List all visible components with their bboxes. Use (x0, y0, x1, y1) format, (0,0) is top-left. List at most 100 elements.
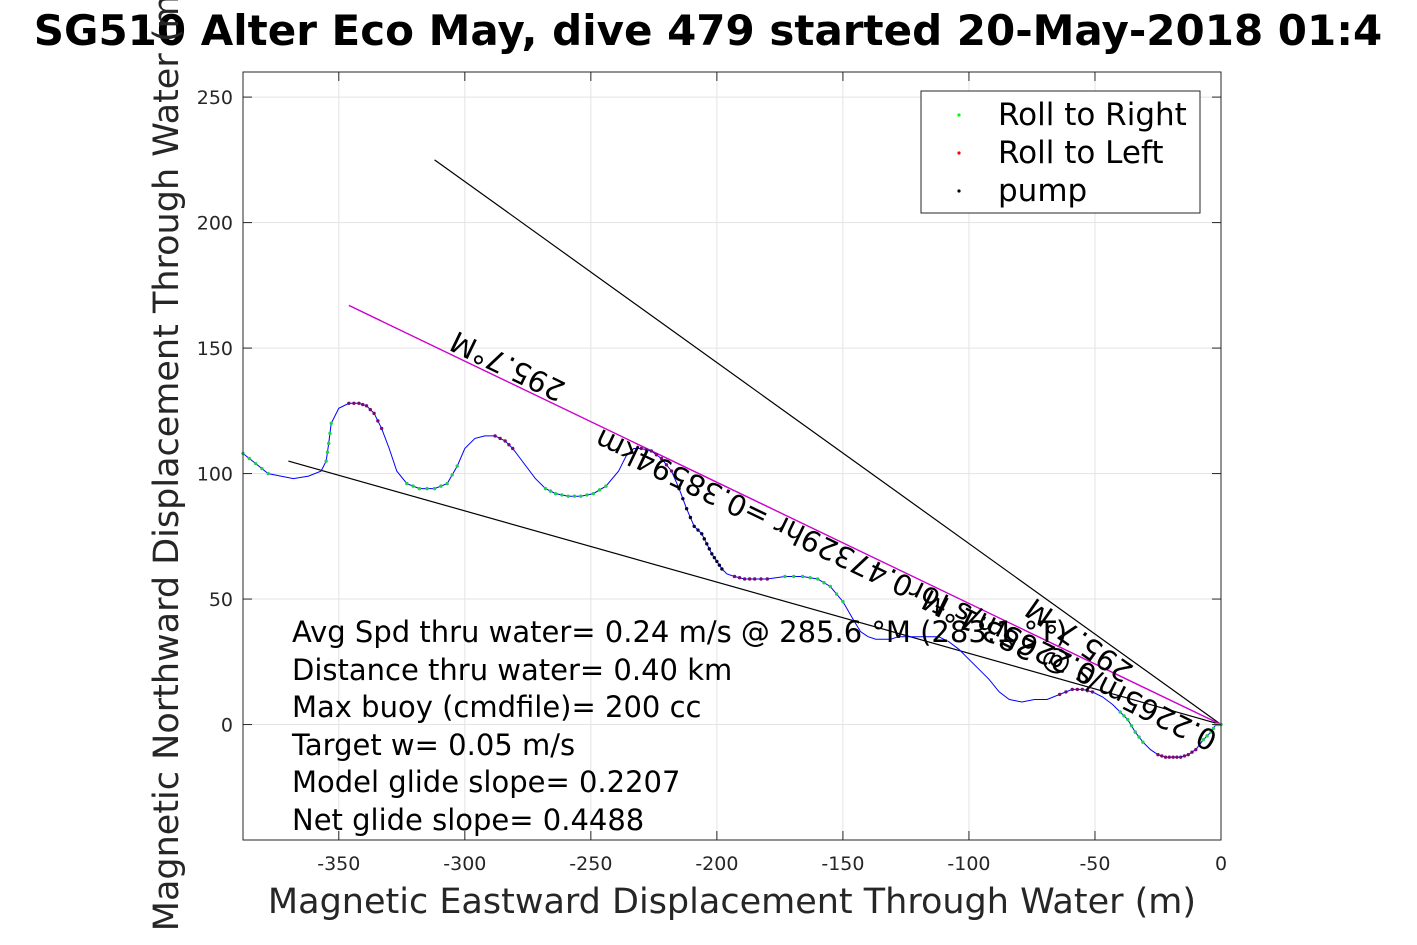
roll-right-marker (553, 491, 558, 496)
x-tick-label: -300 (443, 853, 486, 875)
roll-right-marker (1141, 740, 1145, 744)
roll-left-marker (1064, 690, 1068, 694)
roll-left-marker (732, 574, 737, 579)
roll-left-marker (372, 411, 376, 416)
y-tick-label: 150 (197, 338, 233, 360)
y-tick-label: 200 (197, 213, 233, 235)
roll-right-marker (432, 486, 437, 491)
pump-marker (712, 555, 717, 560)
roll-right-marker (1211, 726, 1216, 731)
x-tick-label: -50 (1079, 853, 1110, 875)
roll-right-marker (597, 488, 602, 492)
x-tick-label: 0 (1215, 853, 1227, 875)
roll-right-marker (1126, 717, 1130, 722)
legend-marker-pump (957, 189, 961, 193)
roll-left-marker (742, 577, 747, 581)
reference-line-1 (434, 159, 1222, 726)
roll-left-marker (1090, 690, 1095, 694)
roll-right-marker (572, 494, 577, 498)
stat-model-glide-slope: Model glide slope= 0.2207 (292, 765, 680, 799)
roll-left-marker (765, 577, 769, 581)
roll-right-marker (324, 459, 328, 463)
roll-right-marker (253, 461, 258, 466)
reference-line-2 (288, 460, 1222, 726)
legend-label-pump: pump (998, 173, 1087, 209)
roll-left-marker (1167, 755, 1172, 759)
stat-target-w: Target w= 0.05 m/s (291, 728, 575, 762)
pump-marker (677, 486, 681, 491)
roll-right-marker (1122, 714, 1126, 718)
reference-lines (288, 159, 1222, 726)
roll-left-marker (493, 434, 497, 438)
x-tick-label: -200 (695, 853, 738, 875)
roll-right-marker (585, 493, 589, 497)
legend-marker-roll-right (957, 113, 961, 117)
roll-right-marker (439, 484, 443, 488)
roll-right-marker (1205, 734, 1209, 738)
roll-left-marker (503, 439, 507, 443)
dive-track (241, 401, 1223, 759)
pump-marker (696, 528, 700, 532)
roll-right-marker (543, 486, 548, 491)
roll-right-marker (1137, 735, 1141, 739)
roll-right-marker (327, 441, 331, 446)
roll-right-marker (260, 466, 264, 471)
roll-left-marker (1194, 747, 1198, 752)
roll-right-marker (783, 574, 787, 579)
roll-left-marker (649, 449, 654, 453)
roll-right-marker (266, 471, 270, 476)
pump-marker (684, 507, 689, 511)
legend-label-roll-right: Roll to Right (998, 97, 1187, 133)
roll-right-marker (841, 599, 845, 604)
roll-left-marker (1075, 687, 1080, 692)
pump-marker (692, 524, 696, 528)
roll-right-marker (548, 489, 553, 493)
pump-marker (715, 559, 719, 564)
roll-right-marker (808, 576, 812, 580)
stat-avg-speed: Avg Spd thru water= 0.24 m/s @ 285.6 °M … (292, 615, 1067, 649)
roll-left-marker (1080, 687, 1085, 692)
pump-marker (717, 563, 722, 567)
roll-left-marker (347, 401, 351, 405)
roll-left-marker (498, 436, 502, 441)
roll-right-marker (450, 473, 454, 477)
pump-marker (700, 532, 704, 536)
roll-left-marker (1160, 754, 1164, 758)
roll-left-marker (1085, 688, 1090, 693)
y-tick-label: 250 (197, 87, 233, 109)
roll-left-marker (1163, 755, 1168, 759)
roll-right-marker (828, 584, 833, 589)
roll-right-marker (329, 421, 333, 426)
pump-marker (710, 552, 714, 556)
legend-box (920, 90, 1201, 214)
x-tick-label: -250 (569, 853, 612, 875)
roll-left-marker (1190, 750, 1194, 754)
roll-left-marker (511, 446, 515, 451)
roll-right-marker (822, 581, 826, 585)
roll-right-marker (405, 481, 409, 486)
pump-marker (705, 542, 709, 546)
roll-left-marker (376, 419, 380, 423)
roll-left-marker (1171, 755, 1175, 759)
roll-left-marker (659, 456, 664, 461)
roll-right-marker (1201, 737, 1206, 742)
legend-marker-roll-left (957, 151, 961, 155)
roll-left-marker (669, 469, 674, 473)
roll-left-marker (364, 404, 369, 408)
roll-right-marker (325, 450, 330, 454)
roll-right-marker (417, 486, 422, 491)
roll-right-marker (816, 577, 820, 581)
roll-left-marker (507, 443, 511, 447)
roll-left-marker (1156, 752, 1160, 757)
roll-left-marker (737, 576, 742, 580)
roll-left-marker (379, 426, 384, 431)
roll-right-marker (579, 494, 583, 498)
y-tick-label: 100 (197, 464, 233, 486)
roll-right-marker (1118, 710, 1122, 714)
roll-right-marker (800, 574, 805, 579)
x-axis-label: Magnetic Eastward Displacement Through W… (268, 882, 1196, 922)
stats-box: Avg Spd thru water= 0.24 m/s @ 285.6 °M … (291, 615, 1067, 837)
roll-left-marker (352, 401, 356, 405)
roll-left-marker (664, 463, 669, 467)
